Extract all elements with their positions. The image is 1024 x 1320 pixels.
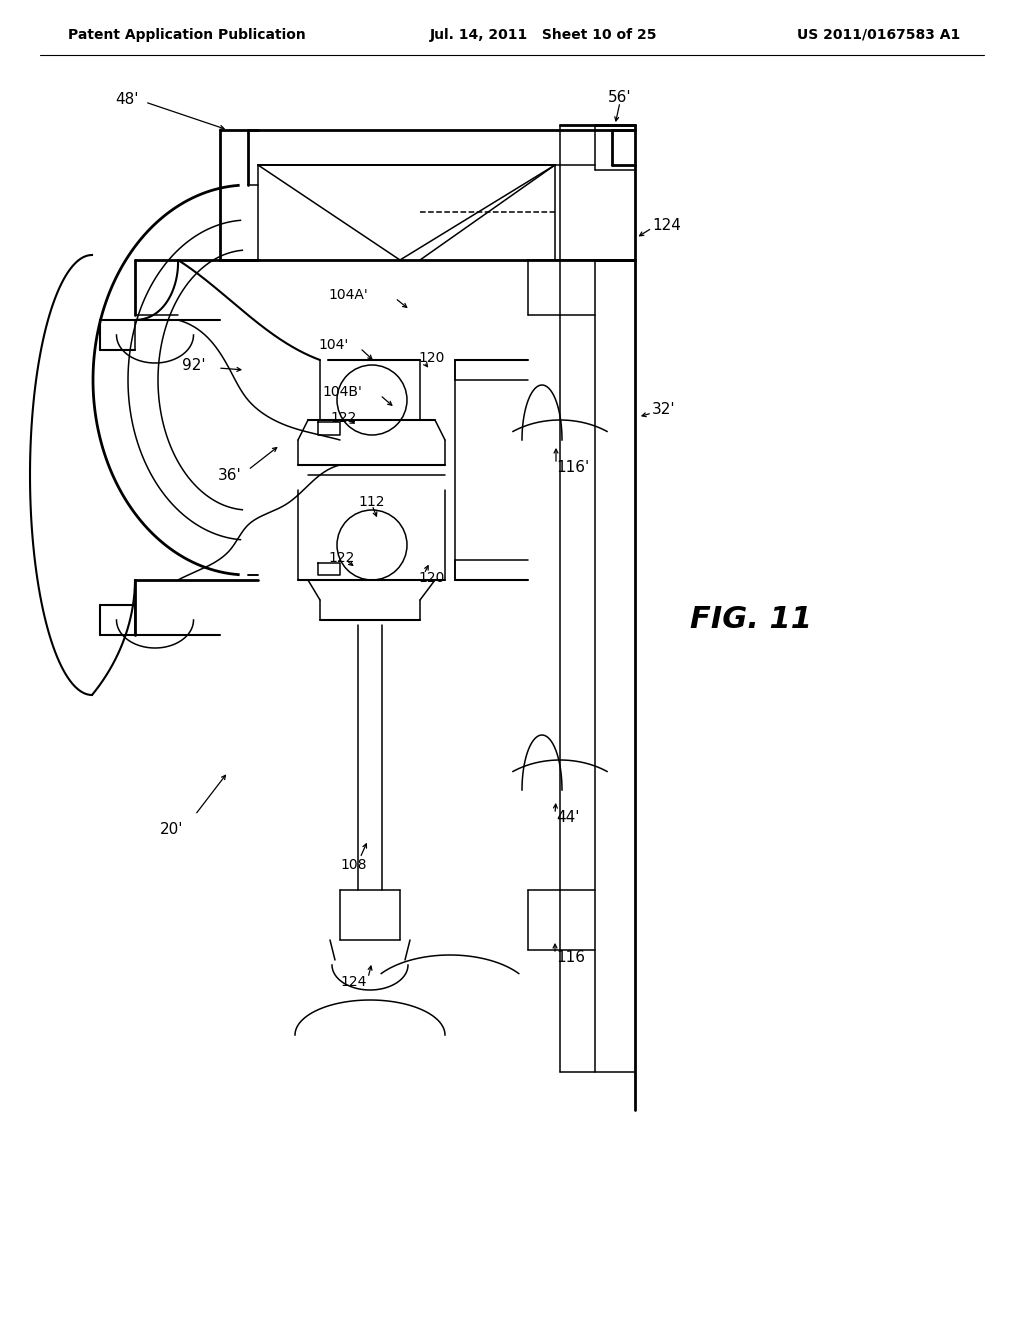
Text: 32': 32' bbox=[652, 403, 676, 417]
Text: 104': 104' bbox=[318, 338, 348, 352]
Text: 116: 116 bbox=[556, 950, 585, 965]
Text: 104A': 104A' bbox=[328, 288, 368, 302]
Text: 92': 92' bbox=[182, 358, 206, 372]
Text: 116': 116' bbox=[556, 461, 589, 475]
Text: 122: 122 bbox=[330, 411, 356, 425]
Polygon shape bbox=[318, 564, 340, 576]
Text: 20': 20' bbox=[160, 822, 183, 837]
Text: 104B': 104B' bbox=[322, 385, 361, 399]
Text: 36': 36' bbox=[218, 467, 242, 483]
Text: US 2011/0167583 A1: US 2011/0167583 A1 bbox=[797, 28, 961, 42]
Polygon shape bbox=[318, 422, 340, 436]
Text: 48': 48' bbox=[115, 92, 138, 107]
Text: 120: 120 bbox=[418, 572, 444, 585]
Text: Jul. 14, 2011   Sheet 10 of 25: Jul. 14, 2011 Sheet 10 of 25 bbox=[430, 28, 657, 42]
Text: 124: 124 bbox=[340, 975, 367, 989]
Text: FIG. 11: FIG. 11 bbox=[690, 606, 812, 635]
Text: 44': 44' bbox=[556, 810, 580, 825]
Text: 124: 124 bbox=[652, 218, 681, 232]
Text: 120: 120 bbox=[418, 351, 444, 366]
Text: 108: 108 bbox=[340, 858, 367, 873]
Text: 56': 56' bbox=[608, 91, 632, 106]
Text: 112: 112 bbox=[358, 495, 384, 510]
Text: 122: 122 bbox=[328, 550, 354, 565]
Text: Patent Application Publication: Patent Application Publication bbox=[68, 28, 306, 42]
